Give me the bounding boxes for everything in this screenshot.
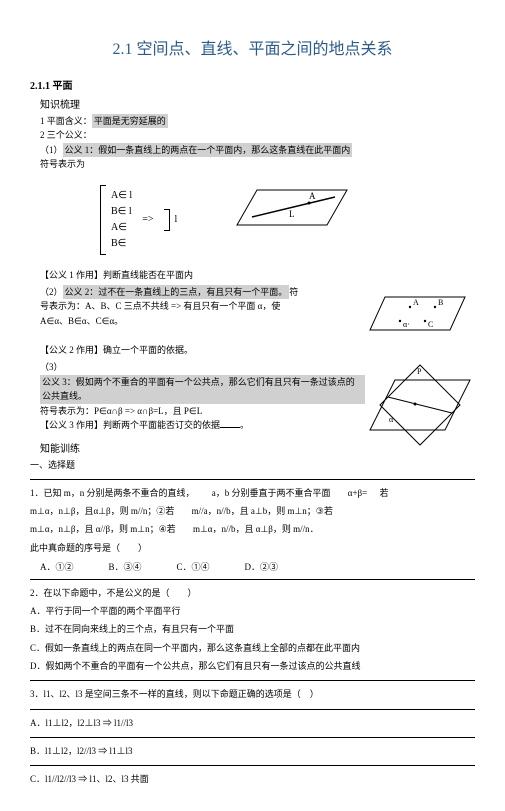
q1-r2a: m⊥α，n⊥β，且α⊥β，则 m//n；②若 — [30, 506, 174, 516]
page-title: 2.1 空间点、直线、平面之间的地点关系 — [30, 35, 475, 59]
point-2: 2 三个公义： — [40, 128, 475, 142]
fig2-label-a: A — [413, 298, 419, 307]
fig2-label-c: C — [428, 320, 433, 329]
point-1: 1 平面含义：平面是无穷延展的 — [40, 114, 475, 128]
ax3-label: （3） — [40, 362, 63, 372]
bracket-right — [164, 209, 170, 231]
ax2-highlight: 公义 2：过不在一条直线上的三点，有且只有一个平面。 — [63, 285, 290, 299]
ax1-highlight: 公义 1：假如一条直线上的两点在一个平面内，那么这条直线在此平面内 — [63, 143, 353, 157]
symbol-label: 符号表示为 — [40, 157, 475, 171]
q1-opt-a: A．①② — [40, 560, 74, 573]
q1-r3a: m⊥α，n⊥β，且 α//β，则 m⊥n；④若 — [30, 524, 176, 534]
q3-opt-c: C．l1//l2//l3 ⇒ l1、l2、l3 共面 — [30, 772, 475, 787]
figure-1-plane: A L — [217, 175, 357, 245]
divider-3 — [30, 680, 475, 681]
fig1-label-a: A — [309, 191, 316, 201]
q1-opt-d: D．②③ — [245, 560, 279, 573]
training-heading: 知能训练 — [40, 440, 365, 455]
question-3: 3．l1、l2、l3 是空间三条不一样的直线，则以下命题正确的选项是（ ） — [30, 687, 475, 702]
section-211: 2.1.1 平面 — [30, 77, 475, 92]
divider-3b — [30, 737, 475, 738]
formula-block: A∈ l B∈ l A∈ B∈ => l — [100, 185, 177, 255]
axiom-2-use: 【公义 2 作用】确立一个平面的依据。 — [40, 343, 475, 357]
question-1: 1．已知 m，n 分别是两条不重合的直线， a，b 分别垂直于两不重合平面 α+… — [30, 486, 475, 501]
axiom-1: （1）公义 1：假如一条直线上的两点在一个平面内，那么这条直线在此平面内 — [40, 143, 475, 157]
formula-d: B∈ — [111, 236, 132, 252]
formula-arrow: => — [142, 214, 153, 225]
q2-opt-c: C．假如一条直线上的两点在同一个平面内，那么这条直线上全部的点都在此平面内 — [30, 641, 475, 656]
formula-c: A∈ — [111, 220, 132, 236]
ax1-label: （1） — [40, 145, 63, 155]
question-2: 2．在以下命题中，不是公义的是（ ） — [30, 586, 475, 601]
question-1-options: A．①② B．③④ C．①④ D．②③ — [40, 560, 475, 573]
axiom-1-use: 【公义 1 作用】判断直线能否在平面内 — [40, 268, 475, 282]
divider-1 — [30, 479, 475, 480]
knowledge-heading: 知识梳理 — [40, 96, 475, 111]
q2-opt-a: A．平行于同一个平面的两个平面平行 — [30, 604, 475, 619]
question-1-row4: 此中真命题的序号是（ ） — [30, 541, 475, 556]
formula-a: A∈ l — [111, 188, 132, 204]
axiom-2-line2: 号表示为：A、B、C 三点不共线 => 有且只有一个平面 α，使 — [40, 299, 355, 313]
question-1-row2: m⊥α，n⊥β，且α⊥β，则 m//n；②若 m//a，n//b，且 a⊥b，则… — [30, 504, 475, 519]
q1-opt-c: C．①④ — [177, 560, 210, 573]
ax2-extra: 符 — [289, 287, 298, 297]
axiom-2-line3: A∈α、B∈α、C∈α。 — [40, 314, 355, 328]
fig2-label-b: B — [438, 298, 443, 307]
q3-opt-a: A．l1⊥l2，l2⊥l3 ⇒ l1//l3 — [30, 716, 475, 731]
ax3-use-text: 【公义 3 作用】判断两个平面能否订交的依据 — [40, 420, 220, 430]
fig3-label-alpha: α — [389, 415, 394, 424]
axiom-2: （2）公义 2：过不在一条直线上的三点，有且只有一个平面。符 — [40, 285, 355, 299]
fig1-label-l: L — [289, 209, 295, 219]
divider-3a — [30, 709, 475, 710]
q2-opt-b: B．过不在同向来线上的三个点，有且只有一个平面 — [30, 622, 475, 637]
p1-label: 1 平面含义： — [40, 116, 92, 126]
ax2-label: （2） — [40, 287, 63, 297]
q1-opt-b: B．③④ — [109, 560, 142, 573]
formula-b: B∈ l — [111, 204, 132, 220]
q1-r3b: m⊥α，n//b，且 α⊥β，则 m//n． — [193, 524, 319, 534]
p1-highlight: 平面是无穷延展的 — [92, 114, 168, 128]
axiom-3: （3） 公义 3：假如两个不重合的平面有一个公共点，那么它们有且只有一条过该点的公… — [40, 360, 365, 403]
axiom-3-use: 【公义 3 作用】判断两个平面能否订交的依据。 — [40, 418, 365, 432]
bracket-left — [100, 185, 106, 255]
figure-2-plane: A B α· C — [355, 285, 475, 340]
q1-part-b: a，b 分别垂直于两不重合平面 — [212, 488, 331, 498]
blank-dot — [220, 418, 240, 428]
axiom-3-symbol: 符号表示为：P∈α∩β => α∩β=L，且 P∈L — [40, 404, 365, 418]
figure-3-planes: P α — [365, 360, 475, 460]
q1-part-d: 若 — [379, 488, 388, 498]
divider-3c — [30, 765, 475, 766]
q1-part-c: α+β= — [348, 488, 367, 498]
question-1-row3: m⊥α，n⊥β，且 α//β，则 m⊥n；④若 m⊥α，n//b，且 α⊥β，则… — [30, 522, 475, 537]
q1-r2b: m//a，n//b，且 a⊥b，则 m⊥n；③若 — [192, 506, 333, 516]
q2-opt-d: D．假如两个不重合的平面有一个公共点，那么它们有且只有一条过该点的公共直线 — [30, 659, 475, 674]
q3-opt-b: B．l1⊥l2，l2//l3 ⇒ l1⊥l3 — [30, 744, 475, 759]
formula-result: l — [175, 214, 178, 225]
ax3-highlight: 公义 3：假如两个不重合的平面有一个公共点，那么它们有且只有一条过该点的公共直线… — [40, 375, 365, 404]
q1-part-a: 1．已知 m，n 分别是两条不重合的直线， — [30, 488, 195, 498]
divider-2 — [30, 579, 475, 580]
fig2-label-alpha: α· — [403, 320, 410, 329]
selection-heading: 一、选择题 — [30, 458, 365, 472]
fig3-label-p: P — [417, 367, 422, 376]
